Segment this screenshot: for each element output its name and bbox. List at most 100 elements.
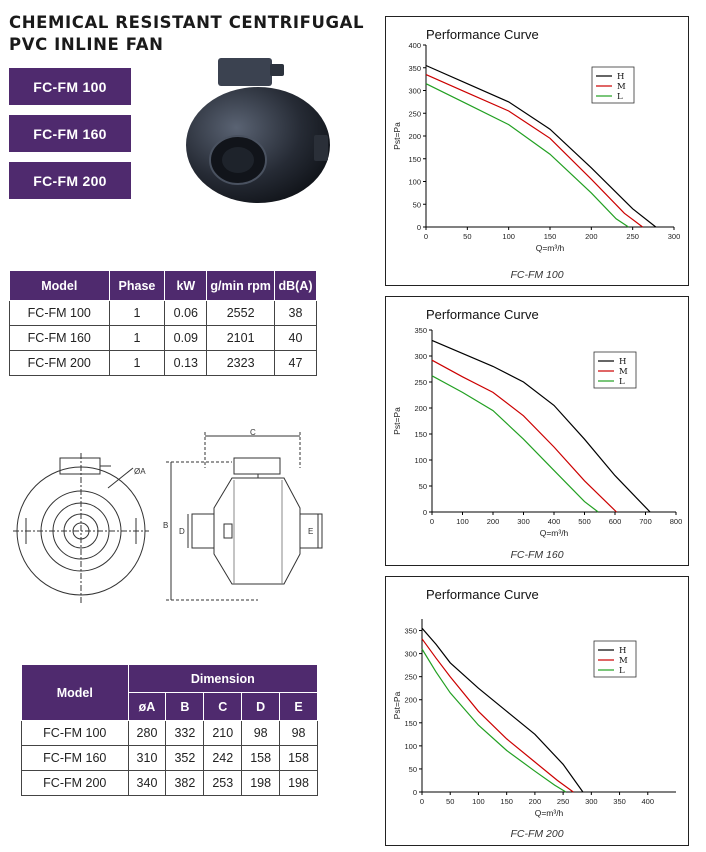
dimension-table: Model Dimension øA B C D E FC-FM 100 280… [21, 664, 319, 796]
y-tick-label: 50 [419, 482, 427, 491]
series-line-h [431, 339, 651, 513]
table-cell: 1 [108, 300, 166, 326]
table-cell: FC-FM 200 [21, 770, 129, 796]
x-tick-label: 800 [670, 517, 683, 526]
legend-label-m: M [619, 656, 628, 666]
legend-label-l: L [619, 666, 625, 676]
x-tick-label: 50 [463, 232, 471, 241]
table-cell: 1 [108, 325, 166, 351]
table-cell: 2552 [206, 300, 276, 326]
dim-header-e: E [279, 692, 318, 721]
y-axis-label: Pst=Pa [392, 122, 402, 150]
table-cell: 382 [165, 770, 205, 796]
y-tick-label: 300 [404, 650, 417, 659]
y-tick-label: 350 [408, 64, 421, 73]
y-tick-label: 0 [423, 508, 427, 517]
table-row: FC-FM 100 280 332 210 98 98 [21, 720, 318, 746]
legend-label-h: H [619, 357, 626, 367]
y-tick-label: 100 [408, 178, 421, 187]
label-d: D [179, 527, 185, 536]
x-tick-label: 0 [430, 517, 434, 526]
table-cell: 2323 [206, 350, 276, 376]
legend-label-l: L [617, 92, 623, 102]
table-cell: 253 [203, 770, 243, 796]
table-row: FC-FM 200 1 0.13 2323 47 [9, 350, 317, 376]
y-tick-label: 400 [408, 41, 421, 50]
table-row: FC-FM 100 1 0.06 2552 38 [9, 300, 317, 326]
terminal-box [218, 58, 272, 86]
fan-product-image [186, 58, 330, 203]
performance-chart-svg: Performance Curve 0 50 100 150 200 250 300 350 0 1… [392, 307, 683, 538]
series-line-h [425, 64, 657, 228]
table-cell: FC-FM 160 [21, 745, 129, 771]
table-cell: 0.13 [164, 350, 208, 376]
y-tick-label: 200 [408, 132, 421, 141]
y-tick-label: 50 [413, 200, 421, 209]
dim-header-c: C [203, 692, 243, 721]
series-line-m [431, 359, 617, 513]
table-cell: 38 [274, 300, 317, 326]
title-line-2: PVC INLINE FAN [9, 35, 164, 54]
x-tick-label: 100 [472, 797, 485, 806]
x-tick-label: 250 [557, 797, 570, 806]
y-tick-label: 350 [404, 627, 417, 636]
side-view-terminal-box [233, 457, 281, 475]
mounting-bracket [314, 135, 328, 161]
table-cell: 47 [274, 350, 317, 376]
chart-title: Performance Curve [426, 587, 539, 602]
y-tick-label: 150 [408, 155, 421, 164]
y-axis-label: Pst=Pa [392, 407, 402, 435]
series-line-l [431, 375, 599, 513]
legend-label-h: H [619, 646, 626, 656]
y-tick-label: 250 [414, 378, 427, 387]
x-tick-label: 0 [420, 797, 424, 806]
label-c: C [250, 428, 256, 437]
x-tick-label: 300 [517, 517, 530, 526]
y-axis-label: Pst=Pa [392, 691, 402, 719]
chart-caption: FC-FM 200 [510, 828, 564, 840]
chart-caption: FC-FM 100 [510, 269, 564, 281]
series-line-h [421, 627, 584, 793]
table-cell: 242 [203, 745, 243, 771]
x-axis-label: Q=m³/h [536, 243, 565, 253]
label-e: E [308, 527, 313, 536]
chart-caption: FC-FM 160 [510, 549, 564, 561]
y-tick-label: 200 [414, 404, 427, 413]
y-tick-label: 350 [414, 326, 427, 335]
front-view-terminal-box [59, 457, 101, 475]
y-tick-label: 250 [404, 673, 417, 682]
performance-chart-svg: Performance Curve 0 50 100 150 200 250 300 350 40… [392, 27, 680, 253]
legend-box [593, 351, 637, 389]
dim-header-group: Dimension [127, 664, 319, 693]
spec-header-model: Model [9, 270, 110, 301]
x-tick-label: 200 [487, 517, 500, 526]
x-tick-label: 200 [585, 232, 598, 241]
y-tick-label: 300 [408, 87, 421, 96]
spec-table: Model Phase kW g/min rpm dB(A) FC-FM 100… [9, 270, 317, 376]
model-tag-fc-fm-200: FC-FM 200 [9, 162, 131, 199]
x-tick-label: 400 [548, 517, 561, 526]
inlet-spigot [222, 147, 254, 173]
table-cell: 2101 [206, 325, 276, 351]
chart-title: Performance Curve [426, 27, 539, 42]
x-tick-label: 150 [500, 797, 513, 806]
spec-header-rpm: g/min rpm [206, 270, 276, 301]
series-line-m [425, 74, 643, 228]
table-cell: FC-FM 100 [21, 720, 129, 746]
dim-header-model: Model [21, 664, 129, 721]
table-row: FC-FM 160 1 0.09 2101 40 [9, 325, 317, 351]
page-title: CHEMICAL RESISTANT CENTRIFUGAL PVC INLIN… [9, 12, 369, 56]
table-cell: 310 [127, 745, 167, 771]
side-view-housing [213, 477, 301, 585]
table-cell: 98 [279, 720, 318, 746]
table-cell: 158 [279, 745, 318, 771]
legend-box [593, 640, 637, 678]
chart-title: Performance Curve [426, 307, 539, 322]
table-row: FC-FM 200 340 382 253 198 198 [21, 770, 318, 796]
x-tick-label: 350 [613, 797, 626, 806]
x-axis-label: Q=m³/h [535, 808, 564, 818]
label-b: B [163, 521, 168, 530]
side-view-inlet-spigot [191, 513, 215, 549]
x-tick-label: 150 [544, 232, 557, 241]
spec-header-kw: kW [164, 270, 208, 301]
